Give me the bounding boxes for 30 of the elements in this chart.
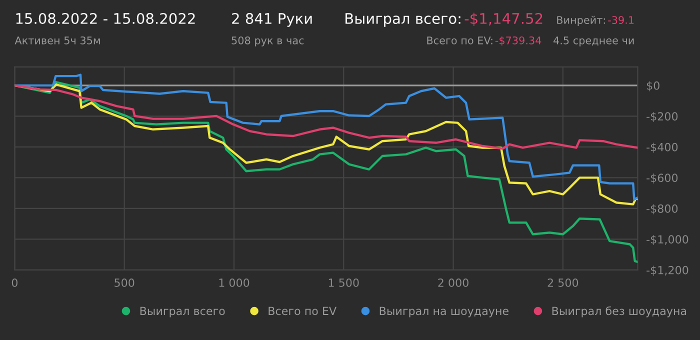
y-tick-label: -$1,000 (646, 234, 688, 246)
text: Выиграл всего: (346, 13, 460, 27)
text: -$1,147.52 (464, 12, 542, 26)
x-tick-label: 1 000 (219, 278, 250, 287)
legend-label: Выиграл на шоудауне (380, 306, 508, 318)
y-tick-label: -$200 (646, 112, 678, 122)
x-tick-label: 0 (12, 278, 18, 287)
text: 4.5 среднее чи (554, 36, 634, 46)
line-series (14, 84, 638, 150)
x-tick-label: 1 500 (328, 278, 359, 287)
legend-label: Выиграл без шоудауна (552, 306, 686, 318)
x-tick-label: 500 (114, 278, 134, 287)
text: Всего по EV: (427, 36, 492, 44)
legend-label: Выиграл всего (140, 306, 225, 318)
x-tick-label: 2 500 (548, 278, 578, 287)
line-series (14, 80, 638, 264)
chart-subtitle: Активен 5ч 35м (14, 36, 100, 44)
y-tick-label: -$400 (646, 142, 678, 153)
y-tick-label: -$600 (646, 173, 678, 184)
text: Винрейт: (557, 16, 605, 26)
legend-label: Всего по EV (268, 306, 336, 316)
text: -39.1 (608, 16, 634, 24)
text: 2 841 Руки (232, 12, 312, 27)
text: -$739.34 (495, 36, 542, 46)
y-tick-label: -$800 (646, 204, 678, 214)
text: 508 рук в час (232, 36, 304, 46)
x-tick-label: 2 000 (438, 278, 468, 287)
y-tick-label: $0 (646, 81, 660, 92)
chart-title: 15.08.2022 - 15.08.2022 (16, 12, 195, 24)
y-tick-label: -$1,200 (646, 266, 688, 276)
